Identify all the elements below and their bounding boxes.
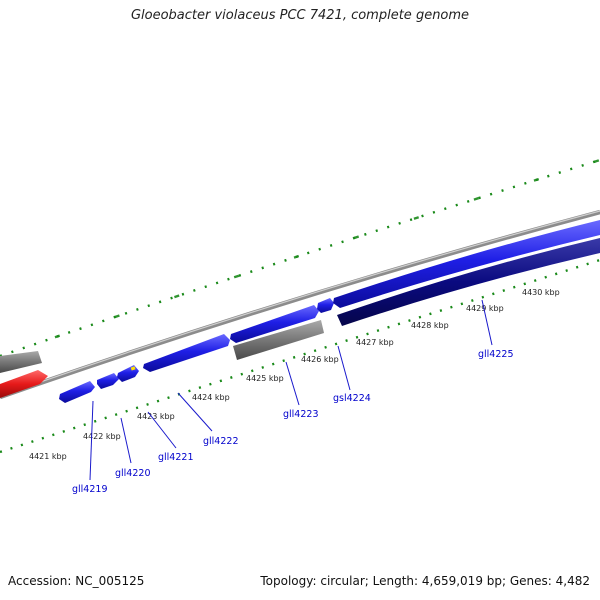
leader-lines xyxy=(89,299,493,481)
gene-label-gll4220[interactable]: gll4220 xyxy=(115,468,151,479)
scale-label: 4427 kbp xyxy=(356,338,394,347)
leader-gll4225 xyxy=(481,299,493,346)
scale-label: 4425 kbp xyxy=(246,374,284,383)
gene-reverse-navy[interactable] xyxy=(337,238,600,326)
scale-label: 4428 kbp xyxy=(411,321,449,330)
gene-grey-lower[interactable] xyxy=(233,320,324,360)
leader-gsl4224 xyxy=(337,345,351,391)
genome-summary-text: Topology: circular; Length: 4,659,019 bp… xyxy=(260,574,590,588)
scale-label: 4429 kbp xyxy=(466,304,504,313)
leader-gll4219 xyxy=(89,400,94,481)
gene-red-left[interactable] xyxy=(0,370,48,398)
gene-gll4225-forward[interactable] xyxy=(333,220,600,308)
small-marker xyxy=(130,366,136,371)
genome-backbone xyxy=(0,209,600,400)
genome-backbone-highlight xyxy=(0,210,600,397)
gene-label-gll4223[interactable]: gll4223 xyxy=(283,409,319,420)
map-title: Gloeobacter violaceus PCC 7421, complete… xyxy=(130,8,470,23)
gene-grey-left[interactable] xyxy=(0,351,42,373)
scale-label: 4422 kbp xyxy=(83,432,121,441)
gene-gll4223[interactable] xyxy=(230,305,319,343)
inner-tick-track xyxy=(0,258,600,454)
leader-gll4220 xyxy=(120,417,132,464)
leader-gll4221 xyxy=(147,411,177,449)
gene-label-gll4222[interactable]: gll4222 xyxy=(203,436,239,447)
gene-gll4222[interactable] xyxy=(143,334,230,372)
gene-gll4219[interactable] xyxy=(59,381,95,403)
gene-label-gll4225[interactable]: gll4225 xyxy=(478,349,514,360)
accession-text: Accession: NC_005125 xyxy=(8,574,145,588)
gene-gll4221[interactable] xyxy=(117,365,139,382)
gene-gsl4224[interactable] xyxy=(317,298,334,313)
scale-label: 4426 kbp xyxy=(301,355,339,364)
scale-label: 4424 kbp xyxy=(192,393,230,402)
gene-label-gsl4224[interactable]: gsl4224 xyxy=(333,393,371,404)
gene-label-gll4221[interactable]: gll4221 xyxy=(158,452,194,463)
leader-gll4222 xyxy=(177,392,213,432)
leader-gll4223 xyxy=(285,361,300,406)
gene-gll4220[interactable] xyxy=(97,373,119,389)
gene-label-gll4219[interactable]: gll4219 xyxy=(72,484,108,495)
scale-label: 4430 kbp xyxy=(522,288,560,297)
scale-label: 4423 kbp xyxy=(137,412,175,421)
scale-label: 4421 kbp xyxy=(29,452,67,461)
